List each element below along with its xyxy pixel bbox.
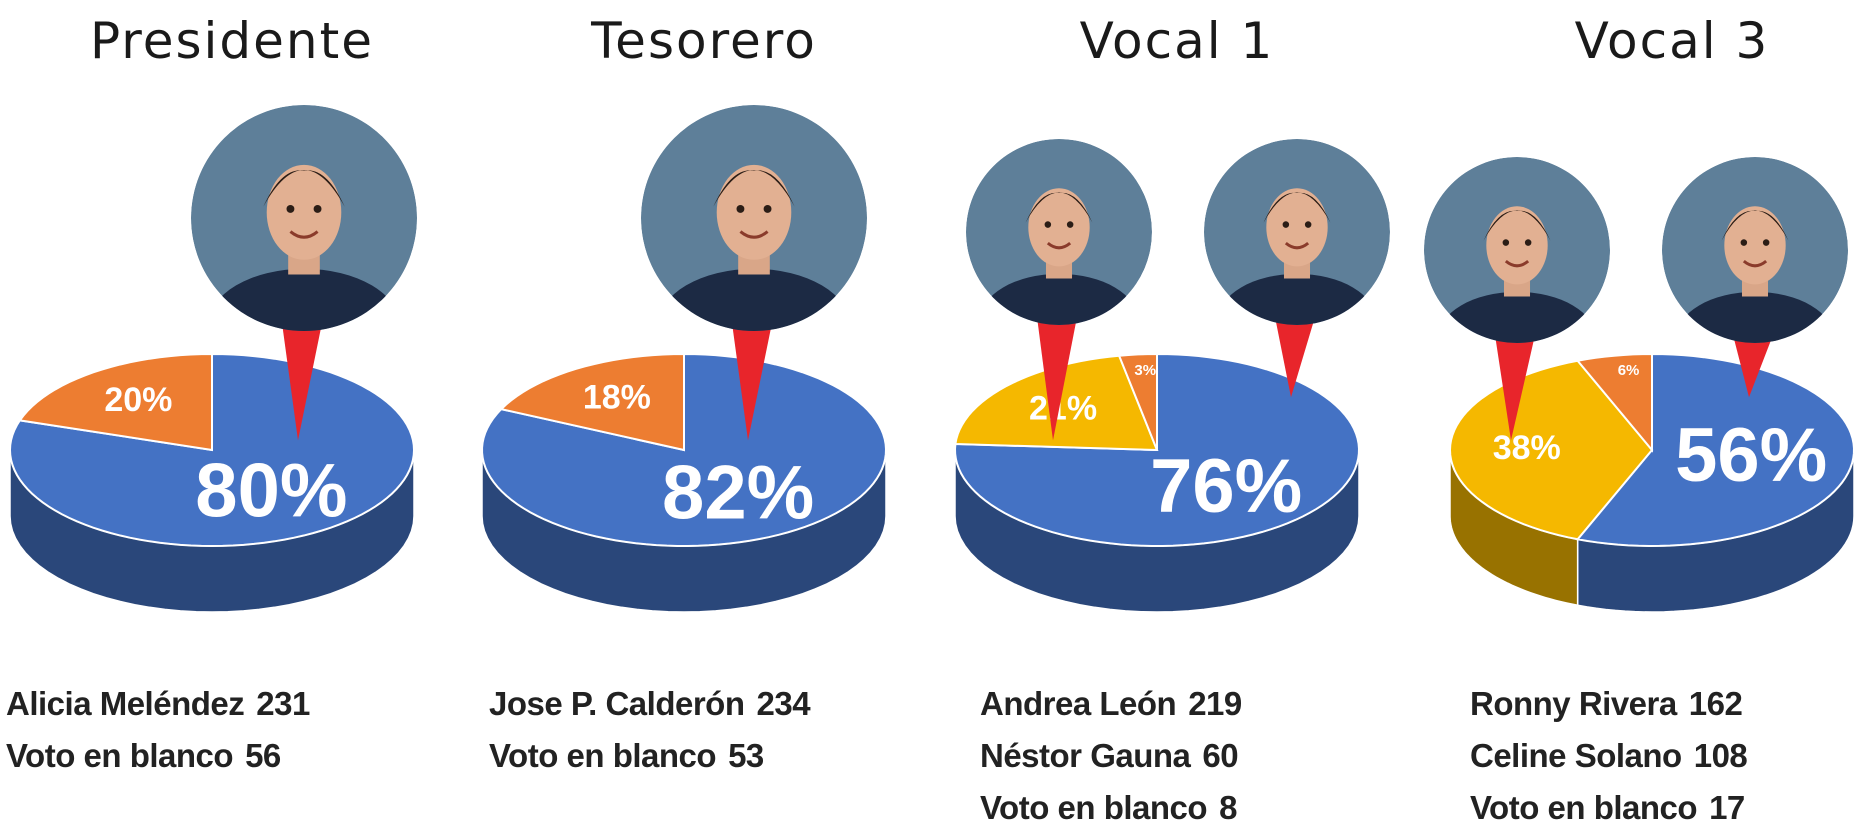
chart-title: Vocal 3 bbox=[1575, 12, 1770, 70]
value-label: 18% bbox=[583, 379, 651, 417]
eye bbox=[1066, 221, 1074, 228]
eye bbox=[1762, 239, 1770, 246]
value-label: 76% bbox=[1150, 444, 1302, 529]
candidate-photo bbox=[641, 105, 867, 331]
pie-slice bbox=[1575, 352, 1653, 453]
pointer bbox=[1275, 317, 1315, 398]
vote-count: 60 bbox=[1202, 737, 1238, 774]
vote-count: 108 bbox=[1694, 737, 1748, 774]
eye bbox=[763, 205, 772, 213]
pointer bbox=[1037, 317, 1077, 441]
eye bbox=[286, 205, 295, 213]
eye bbox=[1502, 239, 1510, 246]
vote-count: 234 bbox=[757, 685, 812, 722]
smile bbox=[1504, 259, 1530, 268]
hair bbox=[1025, 192, 1093, 223]
vote-count: 219 bbox=[1188, 685, 1242, 722]
vote-count: 162 bbox=[1689, 685, 1743, 722]
eye bbox=[1304, 221, 1312, 228]
candidate-photo bbox=[1204, 139, 1390, 325]
candidate-name: Voto en blanco bbox=[6, 737, 233, 774]
candidate-name: Ronny Rivera bbox=[1470, 685, 1678, 722]
vote-count: 53 bbox=[728, 737, 764, 774]
candidate-photo bbox=[966, 139, 1152, 325]
pointer bbox=[282, 323, 322, 441]
pointer bbox=[1495, 335, 1535, 441]
chart-title: Tesorero bbox=[590, 12, 817, 70]
shoulders bbox=[657, 268, 851, 331]
smile bbox=[739, 230, 769, 239]
chart-title: Presidente bbox=[90, 12, 374, 70]
smile bbox=[289, 230, 319, 239]
candidate-name: Celine Solano bbox=[1470, 737, 1682, 774]
smile bbox=[1284, 241, 1310, 250]
shoulders bbox=[1675, 291, 1835, 343]
value-label: 80% bbox=[195, 449, 347, 534]
eye bbox=[313, 205, 322, 213]
eye bbox=[1282, 221, 1290, 228]
hair bbox=[1483, 210, 1551, 241]
value-label: 3% bbox=[1134, 362, 1156, 379]
candidate-name: Néstor Gauna bbox=[980, 737, 1192, 774]
smile bbox=[1046, 241, 1072, 250]
value-label: 38% bbox=[1493, 429, 1561, 467]
shoulders bbox=[979, 273, 1139, 325]
vote-count: 231 bbox=[256, 685, 310, 722]
candidate-name: Voto en blanco bbox=[980, 789, 1207, 825]
face bbox=[1028, 188, 1090, 267]
value-label: 56% bbox=[1675, 413, 1827, 498]
pointer bbox=[732, 323, 772, 441]
candidate-name: Voto en blanco bbox=[489, 737, 716, 774]
smile bbox=[1742, 259, 1768, 268]
eye bbox=[736, 205, 745, 213]
face bbox=[716, 164, 792, 260]
candidate-photo bbox=[1662, 157, 1848, 343]
shoulders bbox=[1437, 291, 1597, 343]
pie-slice bbox=[954, 352, 1360, 547]
candidate-name: Voto en blanco bbox=[1470, 789, 1697, 825]
vote-count: 8 bbox=[1219, 789, 1237, 825]
candidate-name: Jose P. Calderón bbox=[489, 685, 745, 722]
pie-slice bbox=[1117, 352, 1158, 451]
value-label: 20% bbox=[104, 381, 172, 419]
candidate-name: Andrea León bbox=[980, 685, 1176, 722]
eye bbox=[1740, 239, 1748, 246]
shoulders bbox=[207, 268, 401, 331]
eye bbox=[1044, 221, 1052, 228]
face bbox=[1724, 206, 1786, 285]
pie-slice bbox=[499, 352, 685, 452]
candidate-photo bbox=[191, 105, 417, 331]
face bbox=[1486, 206, 1548, 285]
shoulders bbox=[1217, 273, 1377, 325]
pie-slice bbox=[18, 352, 213, 452]
chart-title: Vocal 1 bbox=[1080, 12, 1275, 70]
value-label: 82% bbox=[662, 451, 814, 536]
candidate-name: Alicia Meléndez bbox=[6, 685, 244, 722]
hair bbox=[263, 169, 345, 207]
value-label: 6% bbox=[1618, 362, 1640, 379]
eye bbox=[1524, 239, 1532, 246]
hair bbox=[1721, 210, 1789, 241]
face bbox=[266, 164, 342, 260]
hair bbox=[713, 169, 795, 207]
vote-count: 56 bbox=[245, 737, 281, 774]
vote-count: 17 bbox=[1709, 789, 1745, 825]
face bbox=[1266, 188, 1328, 267]
value-label: 21% bbox=[1029, 390, 1097, 428]
candidate-photo bbox=[1424, 157, 1610, 343]
pointer bbox=[1733, 335, 1773, 398]
hair bbox=[1263, 192, 1331, 223]
